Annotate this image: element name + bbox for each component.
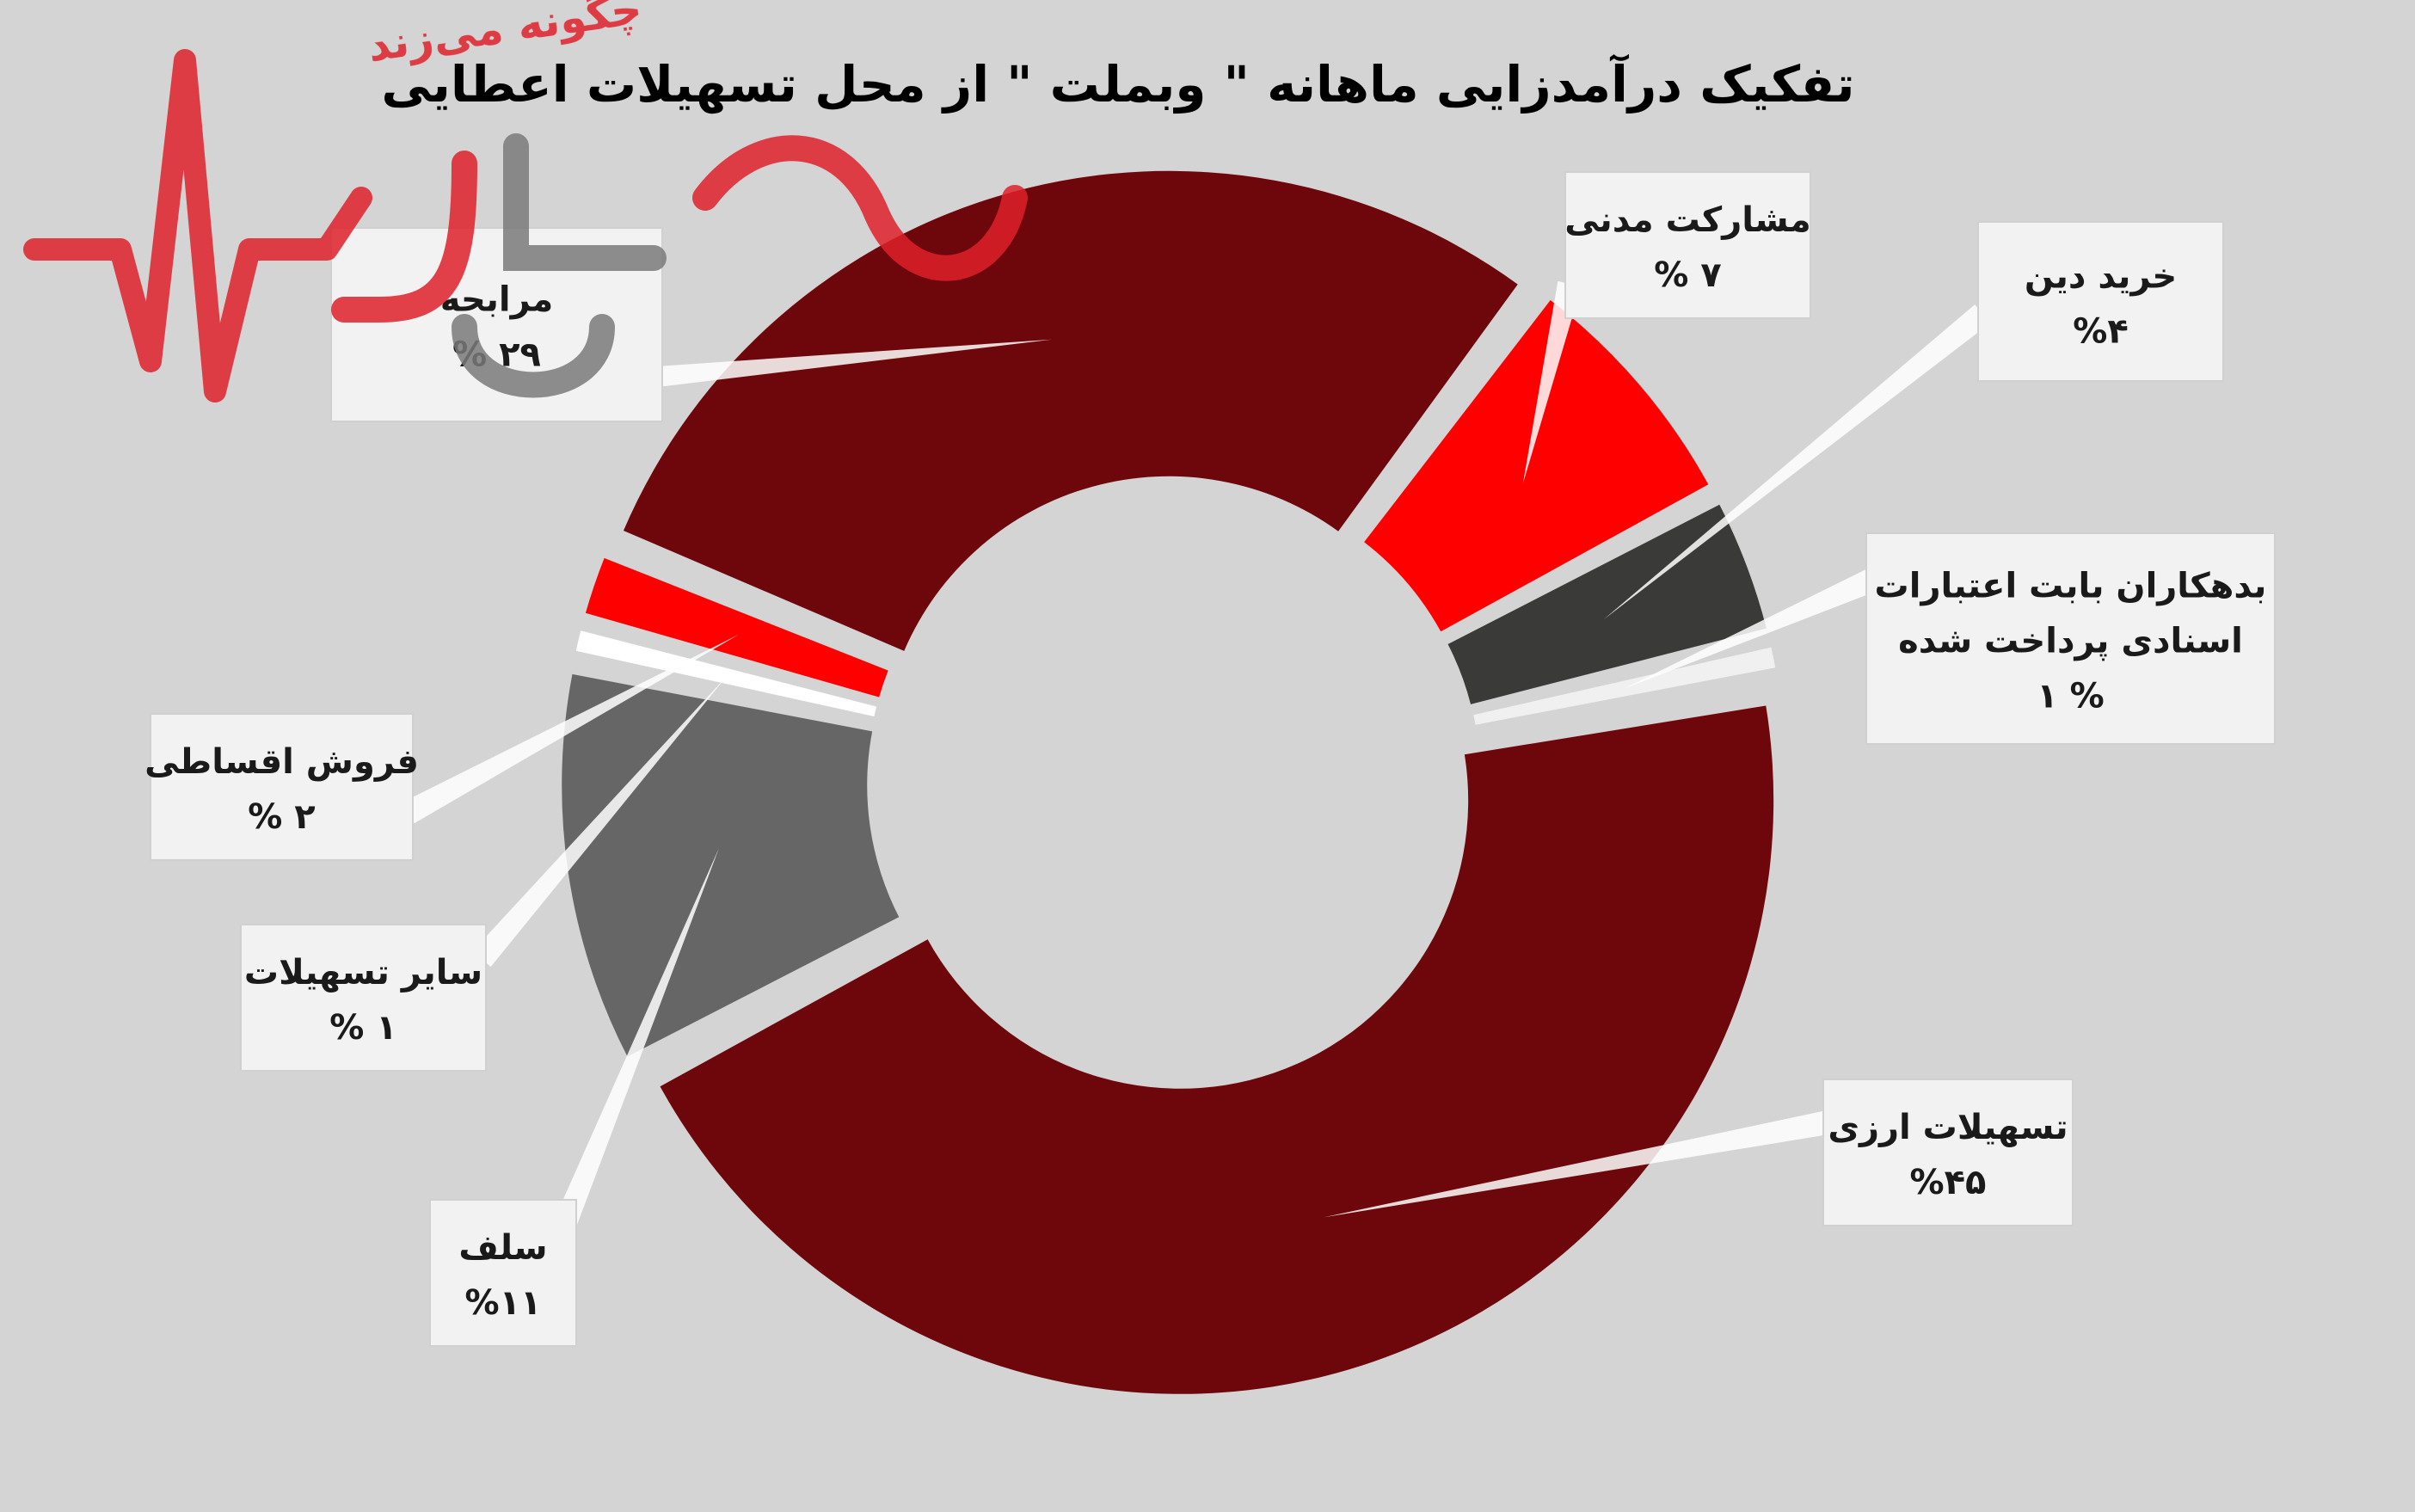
label-value-1: %۴۵ [1910, 1163, 1987, 1202]
label-name-6: مشارکت مدنی [1564, 200, 1810, 240]
data-label-2: سلف %۱۱ [429, 1199, 577, 1347]
leader-line-6 [1522, 280, 1582, 484]
data-label-8: بدهکاران بابت اعتبارات اسنادی پرداخت شده ۱… [1865, 532, 2276, 745]
watermark-pulse-line [23, 49, 372, 403]
label-box-3 [240, 924, 487, 1072]
label-value-7: %۴ [2073, 312, 2129, 352]
data-label-1: تسهیلات ارزی %۴۵ [1822, 1079, 2074, 1226]
leader-line-3 [472, 676, 728, 968]
leader-line-1 [1324, 1110, 1830, 1218]
watermark-letter-shape-4 [452, 314, 615, 398]
watermark-letter-shape-2 [503, 133, 667, 271]
label-name-8-line-1: بدهکاران بابت اعتبارات [1875, 567, 2267, 606]
leaders-layer [402, 280, 1990, 1244]
label-name-1: تسهیلات ارزی [1828, 1108, 2068, 1147]
chart-title: تفکیک درآمدزایی ماهانه " وبملت " از محل … [381, 53, 1854, 114]
data-label-3: سایر تسهیلات % ۱ [240, 924, 487, 1072]
label-value-6: % ۷ [1654, 255, 1721, 295]
data-label-7: خرید دین %۴ [1977, 221, 2224, 382]
label-name-8-line-2: اسنادی پرداخت شده [1898, 622, 2243, 661]
donut-slice-3 [575, 630, 877, 716]
data-label-4: فروش اقساطی % ۲ [144, 713, 419, 861]
labels-layer: تسهیلات ارزی %۴۵ سلف %۱۱ سایر تسهیلات % ۱ فروش… [144, 171, 2276, 1347]
donut-slice-6 [1364, 300, 1709, 632]
leader-line-8 [1624, 569, 1876, 689]
label-box-2 [429, 1199, 577, 1347]
label-box-6 [1564, 171, 1811, 319]
label-value-8: ۱ % [2037, 677, 2104, 716]
donut-slice-4 [585, 557, 888, 698]
label-name-4: فروش اقساطی [144, 742, 419, 782]
label-box-1 [1822, 1079, 2074, 1226]
leader-line-2 [548, 848, 719, 1244]
watermark-letter-shape-3 [692, 135, 1028, 281]
donut-slice-1 [660, 705, 1774, 1394]
donut-slice-8 [1473, 647, 1776, 725]
donut-slice-5 [623, 170, 1518, 651]
watermark-letter-shape-1 [331, 151, 477, 323]
label-name-2: سلف [458, 1228, 547, 1268]
label-box-4 [150, 713, 414, 861]
label-box-7 [1977, 221, 2224, 382]
label-value-2: %۱۱ [465, 1283, 542, 1323]
label-value-3: % ۱ [329, 1008, 396, 1048]
label-box-8 [1865, 532, 2276, 745]
leader-line-7 [1603, 304, 1990, 620]
label-name-7: خرید دین [2025, 257, 2177, 297]
data-label-6: مشارکت مدنی % ۷ [1564, 171, 1811, 319]
leader-line-5 [592, 339, 1053, 395]
label-value-4: % ۲ [248, 797, 315, 837]
leader-line-4 [402, 634, 740, 824]
label-name-5: مرابحه [440, 280, 553, 320]
label-name-3: سایر تسهیلات [244, 953, 482, 993]
